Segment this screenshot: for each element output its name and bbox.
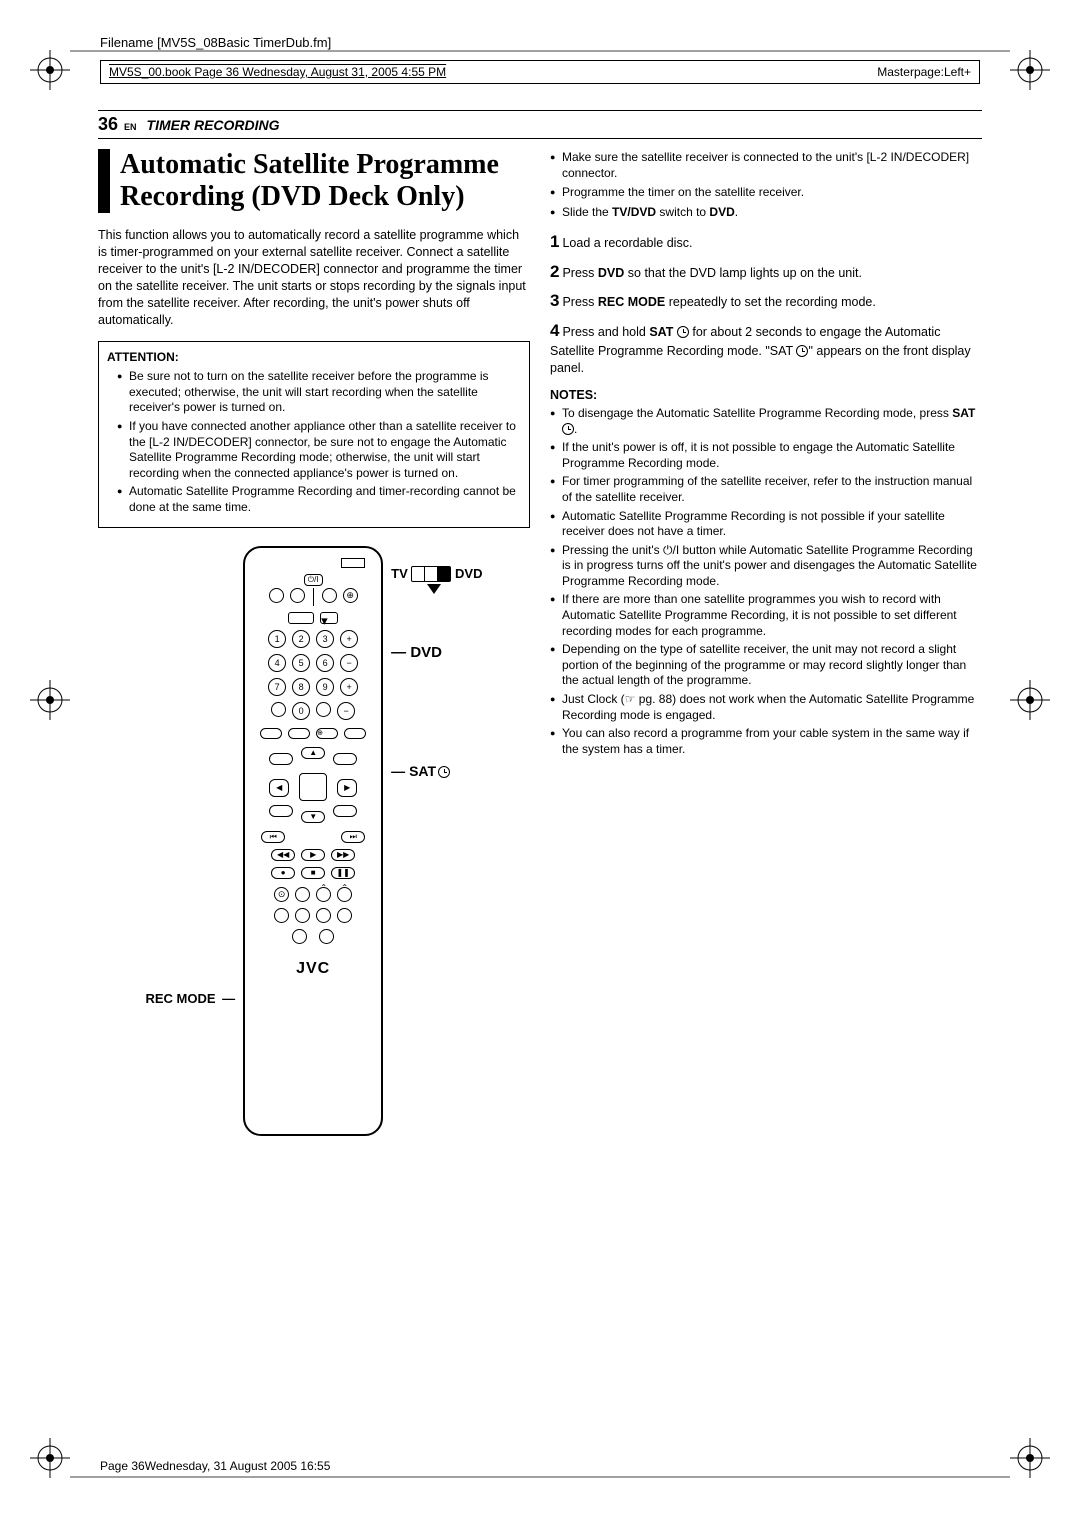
masterpage-text: Masterpage:Left+ <box>877 65 971 79</box>
notes-item: If the unit's power is off, it is not po… <box>550 440 982 471</box>
notes-title: NOTES: <box>550 388 982 402</box>
page-lang: EN <box>124 122 137 132</box>
sat-button-label: — SAT <box>391 763 450 779</box>
attention-item: Be sure not to turn on the satellite rec… <box>117 369 521 416</box>
step-item: 4Press and hold SAT for about 2 seconds … <box>550 319 982 378</box>
footer-text: Page 36Wednesday, 31 August 2005 16:55 <box>100 1459 330 1473</box>
prep-item: Programme the timer on the satellite rec… <box>550 184 982 200</box>
crop-mark-icon <box>1010 680 1050 720</box>
attention-title: ATTENTION: <box>107 350 521 366</box>
step-item: 1Load a recordable disc. <box>550 230 982 254</box>
tv-dvd-switch-label: TV DVD <box>391 566 482 595</box>
main-title: Automatic Satellite Programme Recording … <box>98 149 530 213</box>
crop-mark-icon <box>30 680 70 720</box>
crop-mark-icon <box>30 50 70 90</box>
notes-item: Automatic Satellite Programme Recording … <box>550 509 982 540</box>
section-title: TIMER RECORDING <box>147 117 280 133</box>
page-indicator: MV5S_00.book Page 36 Wednesday, August 3… <box>100 60 980 84</box>
crop-mark-icon <box>1010 50 1050 90</box>
crop-line-icon <box>70 1476 1010 1478</box>
notes-list: To disengage the Automatic Satellite Pro… <box>550 406 982 757</box>
filename-text: Filename [MV5S_08Basic TimerDub.fm] <box>100 35 331 50</box>
attention-item: If you have connected another appliance … <box>117 419 521 481</box>
step-item: 2Press DVD so that the DVD lamp lights u… <box>550 260 982 284</box>
book-info: MV5S_00.book Page 36 Wednesday, August 3… <box>109 65 446 79</box>
crop-mark-icon <box>1010 1438 1050 1478</box>
step-item: 3Press REC MODE repeatedly to set the re… <box>550 289 982 313</box>
rec-mode-label: REC MODE — <box>145 991 235 1006</box>
notes-item: Depending on the type of satellite recei… <box>550 642 982 689</box>
prep-item: Slide the TV/DVD switch to DVD. <box>550 204 982 220</box>
attention-box: ATTENTION: Be sure not to turn on the sa… <box>98 341 530 528</box>
notes-item: To disengage the Automatic Satellite Pro… <box>550 406 982 437</box>
page-header: 36 EN TIMER RECORDING <box>98 110 982 139</box>
prep-item: Make sure the satellite receiver is conn… <box>550 149 982 181</box>
step-list: 1Load a recordable disc. 2Press DVD so t… <box>550 230 982 378</box>
intro-paragraph: This function allows you to automaticall… <box>98 227 530 328</box>
notes-item: You can also record a programme from you… <box>550 726 982 757</box>
jvc-logo: JVC <box>253 960 373 978</box>
crop-line-icon <box>70 50 1010 52</box>
attention-item: Automatic Satellite Programme Recording … <box>117 484 521 515</box>
attention-list: Be sure not to turn on the satellite rec… <box>107 369 521 515</box>
notes-item: Pressing the unit's ⏻/I button while Aut… <box>550 543 982 590</box>
prep-list: Make sure the satellite receiver is conn… <box>550 149 982 220</box>
dvd-button-label: — DVD <box>391 644 442 661</box>
crop-mark-icon <box>30 1438 70 1478</box>
notes-item: Just Clock (☞ pg. 88) does not work when… <box>550 692 982 723</box>
remote-control: ⏻/I ⊕ ▾ 123+ 456− 789+ 0− ⊕ ▲ ◀▶ <box>243 546 383 1136</box>
notes-item: If there are more than one satellite pro… <box>550 592 982 639</box>
remote-diagram: REC MODE — ⏻/I ⊕ ▾ 123+ 456− 789+ 0− ⊕ <box>98 546 530 1136</box>
notes-item: For timer programming of the satellite r… <box>550 474 982 505</box>
page-number: 36 <box>98 114 118 135</box>
